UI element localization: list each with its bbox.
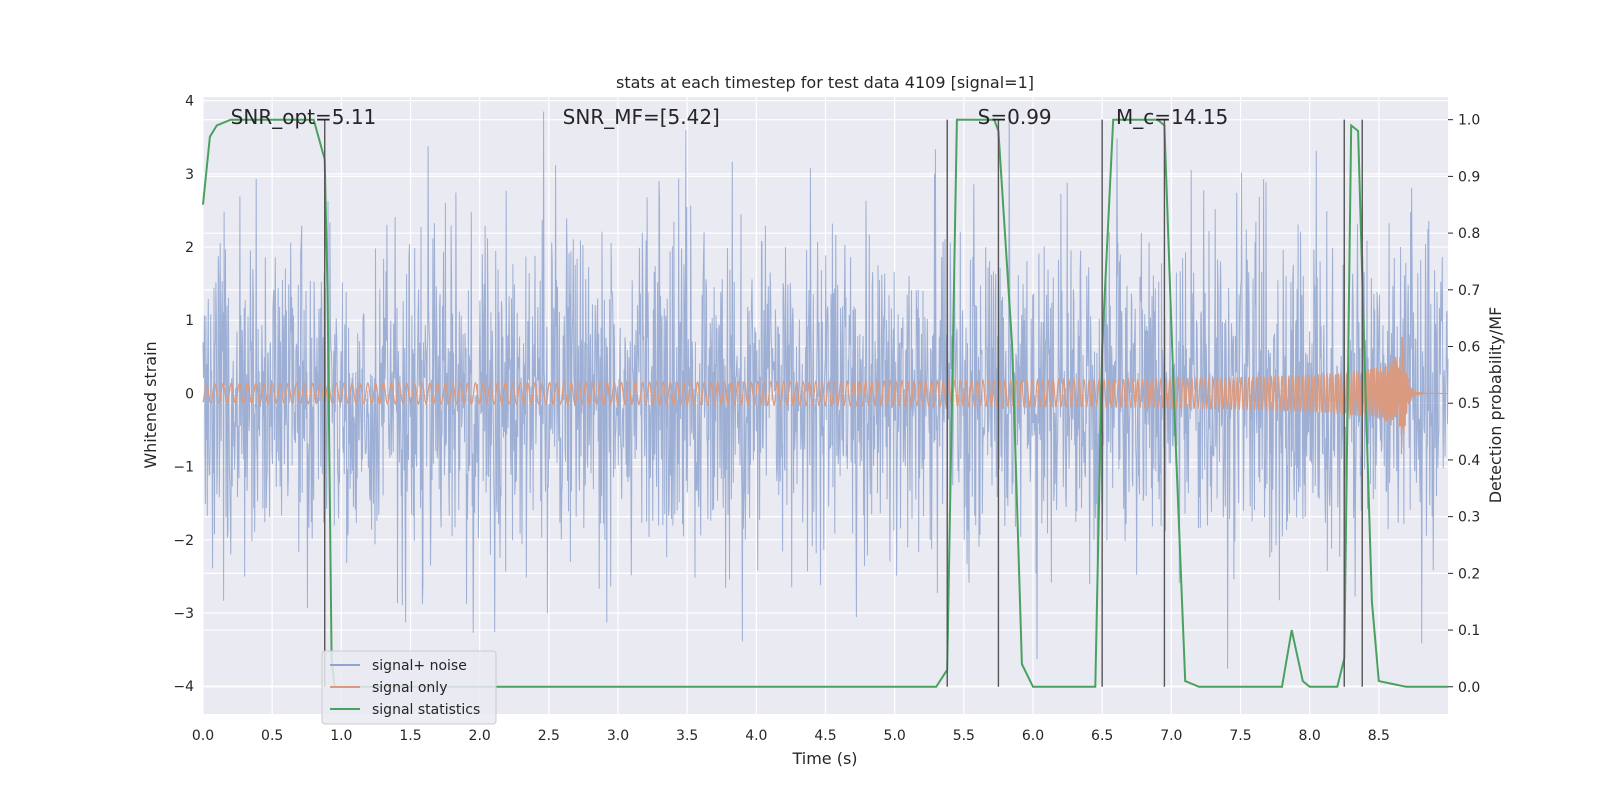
y-right-tick-label: 0.5	[1458, 396, 1480, 412]
y-right-tick-label: 0.6	[1458, 340, 1480, 356]
annotations: SNR_opt=5.11 SNR_MF=[5.42] S=0.99 M_c=14.15	[231, 105, 1229, 129]
y-right-axis-label: Detection probability/MF	[1486, 307, 1505, 504]
y-left-tick-label: 1	[185, 313, 194, 329]
y-right-tick-label: 0.2	[1458, 566, 1480, 582]
x-tick-label: 1.0	[330, 728, 352, 744]
y-right-tick-label: 0.8	[1458, 226, 1480, 242]
x-tick-label: 3.0	[607, 728, 629, 744]
x-tick-label: 3.5	[676, 728, 698, 744]
x-tick-label: 1.5	[399, 728, 421, 744]
x-axis-ticks: 0.0 0.5 1.0 1.5 2.0 2.5 3.0 3.5 4.0 4.5 5.0 5.5 6.0 6…	[192, 728, 1390, 744]
x-tick-label: 6.5	[1091, 728, 1113, 744]
x-tick-label: 8.5	[1368, 728, 1390, 744]
y-left-tick-label: 4	[185, 94, 194, 110]
y-right-axis-ticks: 1.0 0.9 0.8 0.7 0.6 0.5 0.4 0.3 0.2 0.1 0.0	[1448, 113, 1480, 696]
x-tick-label: 5.5	[953, 728, 975, 744]
chart-title: stats at each timestep for test data 410…	[616, 73, 1034, 92]
y-right-tick-label: 0.3	[1458, 510, 1480, 526]
legend-label-signal-statistics: signal statistics	[372, 702, 480, 718]
y-right-tick-label: 0.0	[1458, 680, 1480, 696]
y-left-tick-label: 2	[185, 240, 194, 256]
y-left-tick-label: 3	[185, 167, 194, 183]
legend-label-signal-noise: signal+ noise	[372, 658, 467, 674]
y-right-tick-label: 1.0	[1458, 113, 1480, 129]
x-tick-label: 2.0	[469, 728, 491, 744]
x-tick-label: 4.5	[814, 728, 836, 744]
y-right-tick-label: 0.1	[1458, 623, 1480, 639]
annotation: SNR_MF=[5.42]	[563, 105, 720, 129]
x-axis-label: Time (s)	[791, 749, 857, 768]
detection-markers	[324, 119, 1363, 687]
signal-noise-line	[202, 111, 1449, 669]
y-left-axis-label: Whitened strain	[141, 341, 160, 468]
y-left-axis-ticks: 4 3 2 1 0 −1 −2 −3 −4	[173, 94, 194, 696]
x-tick-label: 7.0	[1160, 728, 1182, 744]
y-left-tick-label: 0	[185, 386, 194, 402]
y-right-tick-label: 0.7	[1458, 283, 1480, 299]
signal-only-line	[202, 337, 1448, 455]
y-left-tick-label: −4	[173, 679, 194, 695]
annotation: M_c=14.15	[1116, 105, 1228, 129]
y-right-tick-label: 0.4	[1458, 453, 1480, 469]
legend-label-signal-only: signal only	[372, 680, 447, 696]
x-tick-label: 6.0	[1022, 728, 1044, 744]
legend: signal+ noise signal only signal statist…	[321, 650, 497, 725]
x-tick-label: 5.0	[884, 728, 906, 744]
x-tick-label: 0.0	[192, 728, 214, 744]
annotation: S=0.99	[978, 105, 1052, 129]
x-tick-label: 2.5	[538, 728, 560, 744]
series-signal-only	[202, 337, 1448, 455]
series-signal-noise	[202, 111, 1449, 669]
y-left-tick-label: −1	[173, 460, 194, 476]
annotation: SNR_opt=5.11	[231, 105, 377, 129]
y-right-tick-label: 0.9	[1458, 169, 1480, 185]
y-left-tick-label: −3	[173, 606, 194, 622]
legend-box	[321, 650, 497, 725]
x-tick-label: 0.5	[261, 728, 283, 744]
y-left-tick-label: −2	[173, 533, 194, 549]
x-tick-label: 4.0	[745, 728, 767, 744]
x-tick-label: 8.0	[1299, 728, 1321, 744]
x-tick-label: 7.5	[1229, 728, 1251, 744]
